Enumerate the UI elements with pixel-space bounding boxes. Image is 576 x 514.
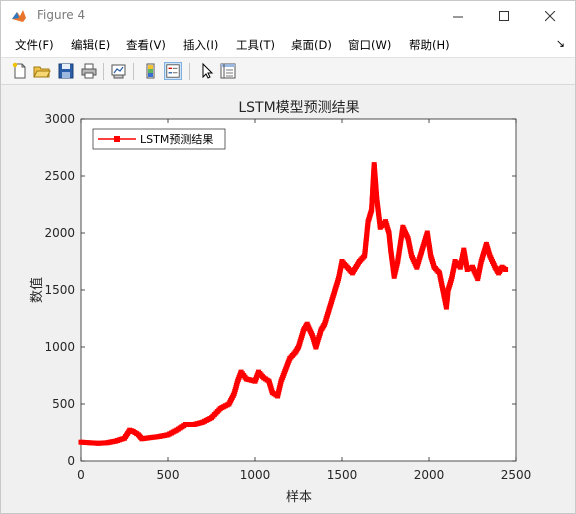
open-file-icon[interactable] [33, 62, 51, 80]
legend-label: LSTM预测结果 [140, 133, 213, 146]
pointer-icon[interactable] [198, 62, 216, 80]
property-inspector-icon[interactable] [219, 62, 237, 80]
menu-edit[interactable]: 编辑(E) [71, 38, 111, 52]
chart[interactable]: 0 500 1000 1500 2000 2500 0 500 1000 1500 2000 2500… [9, 87, 568, 507]
legend[interactable]: LSTM预测结果 [92, 128, 226, 150]
menu-desktop[interactable]: 桌面(D) [291, 38, 332, 52]
menu-insert[interactable]: 插入(I) [183, 38, 219, 52]
menu-bar: 文件(F) 编辑(E) 查看(V) 插入(I) 工具(T) 桌面(D) 窗口(W… [1, 31, 575, 57]
maximize-button[interactable] [481, 1, 527, 31]
legend-marker [114, 136, 120, 142]
x-tick-label: 500 [157, 468, 180, 482]
maximize-icon [498, 10, 509, 21]
close-icon [544, 10, 555, 21]
series-markers [78, 162, 509, 446]
y-tick-label: 0 [67, 454, 75, 468]
y-tick-label: 500 [52, 397, 75, 411]
menu-help[interactable]: 帮助(H) [409, 38, 450, 52]
y-axis-label: 数值 [29, 277, 45, 303]
new-figure-icon[interactable] [11, 62, 29, 80]
minimize-icon [452, 16, 463, 17]
x-tick-label: 0 [77, 468, 85, 482]
menu-tools[interactable]: 工具(T) [236, 38, 275, 52]
x-tick-label: 1500 [327, 468, 358, 482]
figure-area: 0 500 1000 1500 2000 2500 0 500 1000 1500 2000 2500… [9, 87, 568, 507]
x-tick-label: 2000 [414, 468, 445, 482]
title-bar: Figure 4 [1, 1, 575, 31]
y-tick-label: 2000 [44, 226, 75, 240]
x-axis-label: 样本 [286, 490, 312, 505]
toolbar [1, 57, 575, 85]
matlab-icon [12, 10, 26, 22]
toolbar-separator [133, 63, 134, 80]
link-plot-icon[interactable] [110, 62, 128, 80]
insert-legend-icon[interactable] [164, 62, 182, 80]
menu-view[interactable]: 查看(V) [126, 38, 166, 52]
legend-box [92, 128, 226, 150]
x-tick-label: 1000 [240, 468, 271, 482]
x-tick-label: 2500 [501, 468, 532, 482]
menu-overflow-icon[interactable]: ↘ [555, 37, 565, 50]
minimize-button[interactable] [435, 1, 481, 31]
toolbar-separator [189, 63, 190, 80]
data-point [503, 267, 509, 272]
print-icon[interactable] [80, 62, 98, 80]
window-title: Figure 4 [37, 8, 86, 22]
y-tick-label: 1000 [44, 340, 75, 354]
y-tick-label: 2500 [44, 169, 75, 183]
menu-window[interactable]: 窗口(W) [348, 38, 392, 52]
chart-title: LSTM模型预测结果 [238, 100, 359, 116]
y-tick-label: 1500 [44, 283, 75, 297]
menu-file[interactable]: 文件(F) [15, 38, 54, 52]
toolbar-separator [103, 63, 104, 80]
save-icon[interactable] [57, 62, 75, 80]
y-tick-label: 3000 [44, 112, 75, 126]
close-button[interactable] [527, 1, 573, 31]
insert-colorbar-icon[interactable] [142, 62, 160, 80]
